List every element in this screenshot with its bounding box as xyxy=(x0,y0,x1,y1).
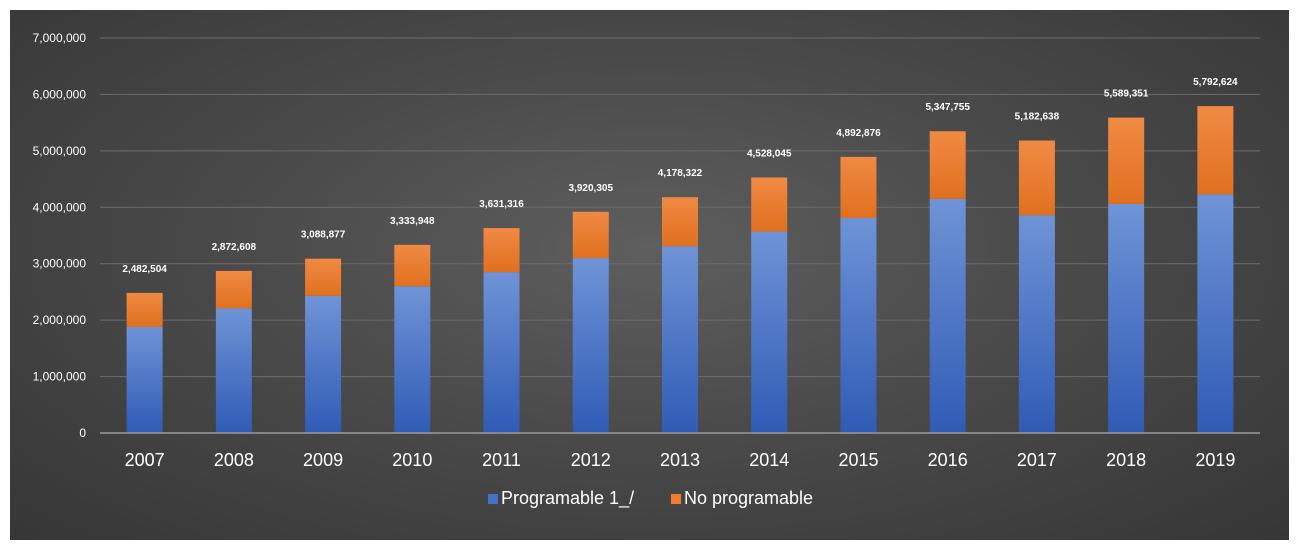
bar-segment-no-programable xyxy=(572,211,609,259)
bar-segment-programable xyxy=(1108,203,1145,433)
bar-segment-no-programable xyxy=(394,244,431,287)
y-tick-label: 4,000,000 xyxy=(33,200,87,214)
x-tick-label: 2007 xyxy=(125,450,165,470)
bar-segment-no-programable xyxy=(929,131,966,199)
y-tick-label: 1,000,000 xyxy=(33,370,87,384)
bar-segment-programable xyxy=(126,326,163,433)
legend: Programable 1_/ No programable xyxy=(488,488,813,509)
bar-segment-no-programable xyxy=(662,197,698,247)
total-data-label: 5,589,351 xyxy=(1104,89,1149,100)
x-tick-label: 2010 xyxy=(392,450,432,470)
y-tick-label: 2,000,000 xyxy=(33,313,87,327)
bar-segment-no-programable xyxy=(1108,117,1145,204)
data-labels: 2,482,504 2,872,608 3,088,877 3,333,948 3,63… xyxy=(122,77,1238,275)
y-tick-label: 0 xyxy=(79,426,86,440)
x-tick-label: 2017 xyxy=(1017,450,1057,470)
bar-segment-programable xyxy=(572,258,609,433)
x-tick-label: 2016 xyxy=(928,450,968,470)
legend-label: Programable 1_/ xyxy=(501,488,634,509)
bar-segment-no-programable xyxy=(840,156,877,219)
total-data-label: 4,528,045 xyxy=(747,148,792,159)
total-data-label: 3,088,877 xyxy=(301,230,346,241)
bars xyxy=(126,106,1234,433)
x-tick-label: 2015 xyxy=(838,450,878,470)
bar-segment-programable xyxy=(305,295,342,433)
total-data-label: 3,920,305 xyxy=(569,183,614,194)
bar-segment-no-programable xyxy=(1197,106,1234,195)
bar-segment-programable xyxy=(394,286,431,433)
x-axis-ticks: 2007 2008 2009 2010 2011 2012 2013 2014 2015 2016… xyxy=(125,450,1236,470)
total-data-label: 4,892,876 xyxy=(836,128,881,139)
x-tick-label: 2014 xyxy=(749,450,789,470)
x-tick-label: 2012 xyxy=(571,450,611,470)
total-data-label: 4,178,322 xyxy=(658,168,703,179)
x-tick-label: 2019 xyxy=(1195,450,1235,470)
bar-segment-programable xyxy=(929,198,966,433)
legend-swatch xyxy=(671,494,681,504)
bar-segment-programable xyxy=(483,272,520,433)
bar-segment-no-programable xyxy=(751,177,788,232)
legend-swatch xyxy=(488,494,498,504)
y-tick-label: 3,000,000 xyxy=(33,257,87,271)
y-tick-label: 5,000,000 xyxy=(33,144,87,158)
total-data-label: 3,631,316 xyxy=(479,199,524,210)
total-data-label: 5,182,638 xyxy=(1015,112,1060,123)
chart-frame: 0 1,000,000 2,000,000 3,000,000 4,000,000 5,0… xyxy=(10,10,1289,540)
bar-segment-programable xyxy=(840,218,877,433)
bar-segment-no-programable xyxy=(483,228,520,273)
bar-segment-programable xyxy=(1018,215,1055,433)
legend-label: No programable xyxy=(684,488,813,508)
total-data-label: 2,482,504 xyxy=(122,264,167,275)
x-tick-label: 2009 xyxy=(303,450,343,470)
stacked-bar-chart: 0 1,000,000 2,000,000 3,000,000 4,000,000 5,0… xyxy=(33,31,1260,509)
bar-segment-programable xyxy=(751,231,788,433)
bar-segment-no-programable xyxy=(305,258,342,296)
bar-segment-no-programable xyxy=(1018,140,1055,216)
total-data-label: 5,347,755 xyxy=(925,102,970,113)
bar-segment-programable xyxy=(215,308,252,433)
total-data-label: 2,872,608 xyxy=(212,242,257,253)
bar-segment-no-programable xyxy=(215,270,252,309)
y-axis-ticks: 0 1,000,000 2,000,000 3,000,000 4,000,000 5,0… xyxy=(33,31,87,440)
total-data-label: 3,333,948 xyxy=(390,216,435,227)
x-tick-label: 2011 xyxy=(482,450,521,470)
total-data-label: 5,792,624 xyxy=(1193,77,1238,88)
bar-segment-no-programable xyxy=(126,292,163,327)
bar-segment-programable xyxy=(1197,194,1234,433)
y-tick-label: 6,000,000 xyxy=(33,87,87,101)
x-tick-label: 2018 xyxy=(1106,450,1146,470)
x-tick-label: 2013 xyxy=(660,450,700,470)
y-tick-label: 7,000,000 xyxy=(33,31,87,45)
bar-segment-programable xyxy=(662,246,698,433)
x-tick-label: 2008 xyxy=(214,450,254,470)
